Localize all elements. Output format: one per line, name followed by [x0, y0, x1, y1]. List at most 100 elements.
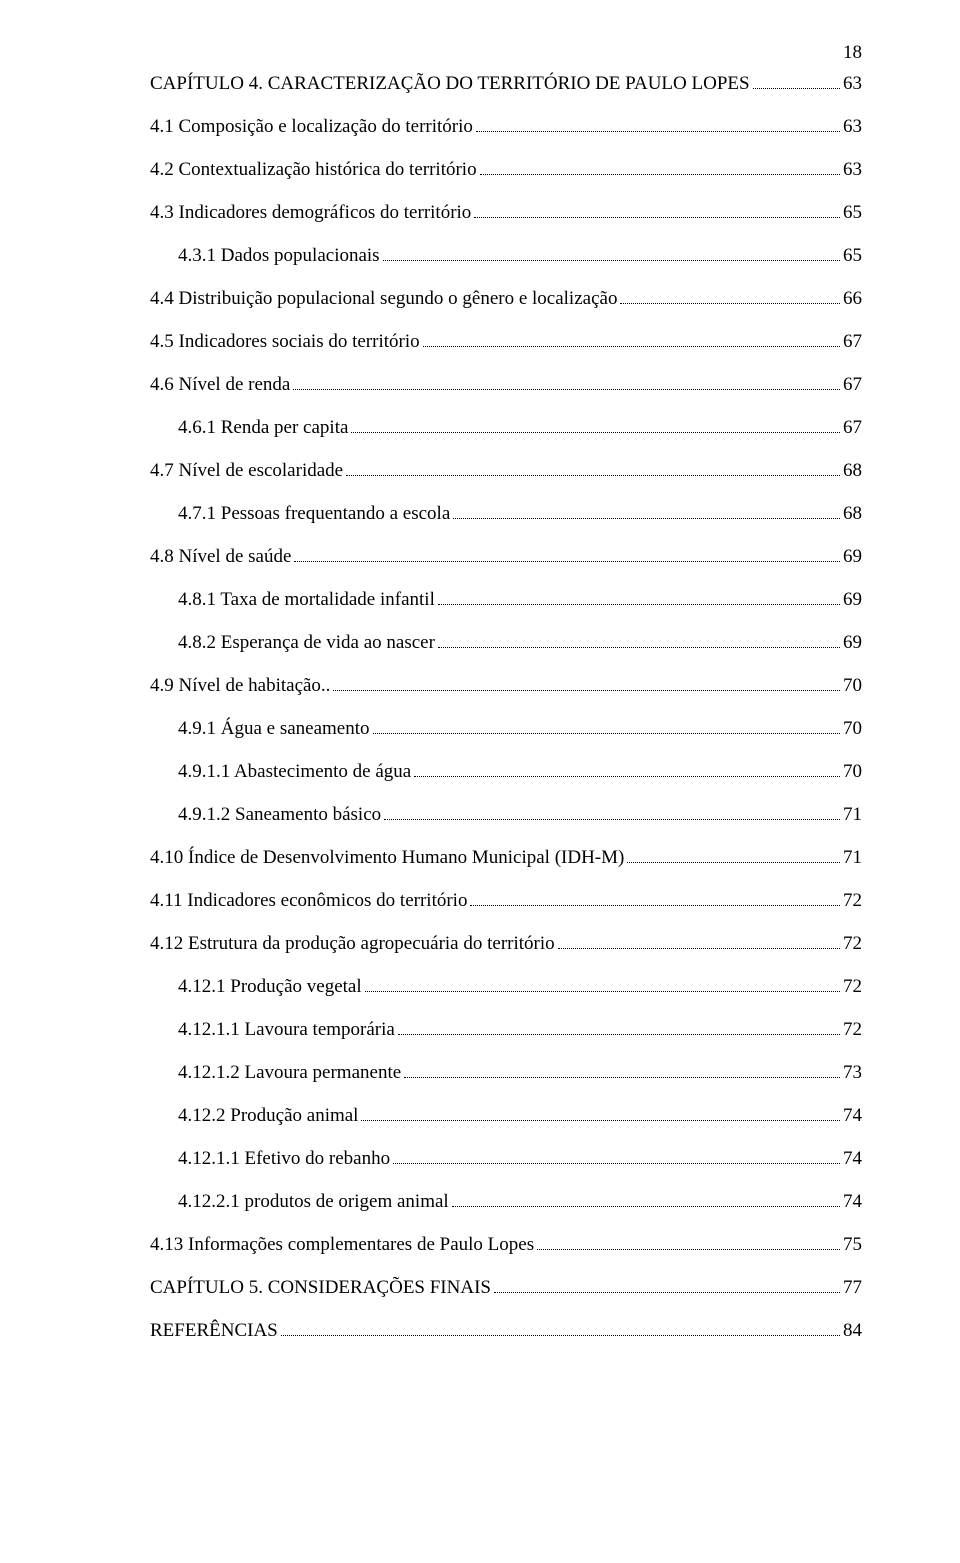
toc-entry-text: 4.8.2 Esperança de vida ao nascer — [178, 629, 435, 658]
toc-entry-page: 69 — [843, 629, 862, 658]
toc-entry-page: 77 — [843, 1274, 862, 1303]
toc-entry-page: 72 — [843, 973, 862, 1002]
toc-entry: 4.3.1 Dados populacionais 65 — [150, 242, 862, 271]
toc-leader-dots — [333, 677, 840, 691]
toc-entry-text: 4.9.1.1 Abastecimento de água — [178, 758, 411, 787]
toc-entry: 4.2 Contextualização histórica do territ… — [150, 156, 862, 185]
toc-leader-dots — [753, 75, 840, 89]
toc-leader-dots — [384, 806, 840, 820]
toc-entry: CAPÍTULO 5. CONSIDERAÇÕES FINAIS77 — [150, 1274, 862, 1303]
toc-leader-dots — [404, 1064, 840, 1078]
toc-entry-page: 68 — [843, 500, 862, 529]
toc-leader-dots — [281, 1322, 840, 1336]
toc-entry: 4.12 Estrutura da produção agropecuária … — [150, 930, 862, 959]
toc-entry-page: 66 — [843, 285, 862, 314]
toc-leader-dots — [293, 376, 840, 390]
toc-entry-page: 67 — [843, 371, 862, 400]
toc-entry: 4.1 Composição e localização do territór… — [150, 113, 862, 142]
toc-entry: 4.7.1 Pessoas frequentando a escola 68 — [150, 500, 862, 529]
toc-entry-page: 70 — [843, 758, 862, 787]
toc-entry-text: 4.2 Contextualização histórica do territ… — [150, 156, 477, 185]
page-number: 18 — [843, 42, 862, 64]
toc-leader-dots — [373, 720, 840, 734]
toc-entry-page: 74 — [843, 1188, 862, 1217]
toc-entry-page: 71 — [843, 844, 862, 873]
toc-leader-dots — [383, 247, 840, 261]
toc-entry-page: 63 — [843, 113, 862, 142]
toc-entry-text: 4.6 Nível de renda — [150, 371, 290, 400]
toc-entry-page: 74 — [843, 1102, 862, 1131]
toc-entry-text: 4.5 Indicadores sociais do território — [150, 328, 420, 357]
toc-entry-page: 71 — [843, 801, 862, 830]
toc-entry: 4.12.1.2 Lavoura permanente73 — [150, 1059, 862, 1088]
toc-entry-text: 4.12.1.2 Lavoura permanente — [178, 1059, 401, 1088]
toc-leader-dots — [423, 333, 840, 347]
toc-leader-dots — [474, 204, 840, 218]
toc-leader-dots — [414, 763, 840, 777]
toc-leader-dots — [453, 505, 840, 519]
toc-leader-dots — [346, 462, 840, 476]
toc-leader-dots — [294, 548, 840, 562]
table-of-contents: CAPÍTULO 4. CARACTERIZAÇÃO DO TERRITÓRIO… — [150, 70, 862, 1346]
toc-entry-text: 4.8.1 Taxa de mortalidade infantil — [178, 586, 435, 615]
toc-entry-page: 75 — [843, 1231, 862, 1260]
toc-leader-dots — [438, 591, 840, 605]
toc-leader-dots — [351, 419, 840, 433]
toc-entry: 4.8 Nível de saúde69 — [150, 543, 862, 572]
toc-entry-text: 4.4 Distribuição populacional segundo o … — [150, 285, 617, 314]
toc-entry-text: REFERÊNCIAS — [150, 1317, 278, 1346]
toc-entry: 4.11 Indicadores econômicos do territóri… — [150, 887, 862, 916]
toc-entry-text: 4.12.1.1 Efetivo do rebanho — [178, 1145, 390, 1174]
toc-entry-text: 4.6.1 Renda per capita — [178, 414, 348, 443]
toc-entry: CAPÍTULO 4. CARACTERIZAÇÃO DO TERRITÓRIO… — [150, 70, 862, 99]
toc-entry-page: 70 — [843, 672, 862, 701]
toc-entry-text: 4.1 Composição e localização do territór… — [150, 113, 473, 142]
toc-leader-dots — [494, 1279, 840, 1293]
toc-entry-page: 74 — [843, 1145, 862, 1174]
toc-entry: 4.9.1 Água e saneamento 70 — [150, 715, 862, 744]
toc-entry-page: 67 — [843, 328, 862, 357]
toc-leader-dots — [537, 1236, 840, 1250]
toc-entry-text: CAPÍTULO 4. CARACTERIZAÇÃO DO TERRITÓRIO… — [150, 70, 750, 99]
toc-entry-page: 67 — [843, 414, 862, 443]
document-page: 18 CAPÍTULO 4. CARACTERIZAÇÃO DO TERRITÓ… — [0, 0, 960, 1563]
toc-entry: 4.13 Informações complementares de Paulo… — [150, 1231, 862, 1260]
toc-leader-dots — [393, 1150, 840, 1164]
toc-entry: 4.5 Indicadores sociais do território 67 — [150, 328, 862, 357]
toc-leader-dots — [398, 1021, 840, 1035]
toc-leader-dots — [452, 1193, 840, 1207]
toc-entry-page: 65 — [843, 199, 862, 228]
toc-entry: REFERÊNCIAS 84 — [150, 1317, 862, 1346]
toc-entry: 4.12.2.1 produtos de origem animal74 — [150, 1188, 862, 1217]
toc-entry: 4.6 Nível de renda 67 — [150, 371, 862, 400]
toc-entry-page: 63 — [843, 156, 862, 185]
toc-leader-dots — [470, 892, 840, 906]
toc-entry-text: 4.3 Indicadores demográficos do territór… — [150, 199, 471, 228]
toc-entry: 4.8.1 Taxa de mortalidade infantil69 — [150, 586, 862, 615]
toc-entry: 4.3 Indicadores demográficos do territór… — [150, 199, 862, 228]
toc-entry-text: 4.9.1.2 Saneamento básico — [178, 801, 381, 830]
toc-entry: 4.7 Nível de escolaridade68 — [150, 457, 862, 486]
toc-leader-dots — [627, 849, 840, 863]
toc-leader-dots — [480, 161, 840, 175]
toc-entry: 4.9.1.1 Abastecimento de água 70 — [150, 758, 862, 787]
toc-entry-page: 72 — [843, 1016, 862, 1045]
toc-entry-page: 65 — [843, 242, 862, 271]
toc-entry-text: 4.12 Estrutura da produção agropecuária … — [150, 930, 555, 959]
toc-entry-text: 4.11 Indicadores econômicos do territóri… — [150, 887, 467, 916]
toc-entry-text: 4.3.1 Dados populacionais — [178, 242, 380, 271]
toc-entry-page: 72 — [843, 930, 862, 959]
toc-entry: 4.10 Índice de Desenvolvimento Humano Mu… — [150, 844, 862, 873]
toc-entry-text: 4.7.1 Pessoas frequentando a escola — [178, 500, 450, 529]
toc-entry-text: 4.9.1 Água e saneamento — [178, 715, 370, 744]
toc-entry-text: 4.13 Informações complementares de Paulo… — [150, 1231, 534, 1260]
toc-entry-text: 4.7 Nível de escolaridade — [150, 457, 343, 486]
toc-entry-page: 69 — [843, 543, 862, 572]
toc-entry: 4.12.1.1 Lavoura temporária72 — [150, 1016, 862, 1045]
toc-entry: 4.12.1.1 Efetivo do rebanho 74 — [150, 1145, 862, 1174]
toc-leader-dots — [361, 1107, 840, 1121]
toc-entry: 4.12.1 Produção vegetal72 — [150, 973, 862, 1002]
toc-entry-page: 70 — [843, 715, 862, 744]
toc-entry-page: 84 — [843, 1317, 862, 1346]
toc-entry-text: 4.9 Nível de habitação.. — [150, 672, 330, 701]
